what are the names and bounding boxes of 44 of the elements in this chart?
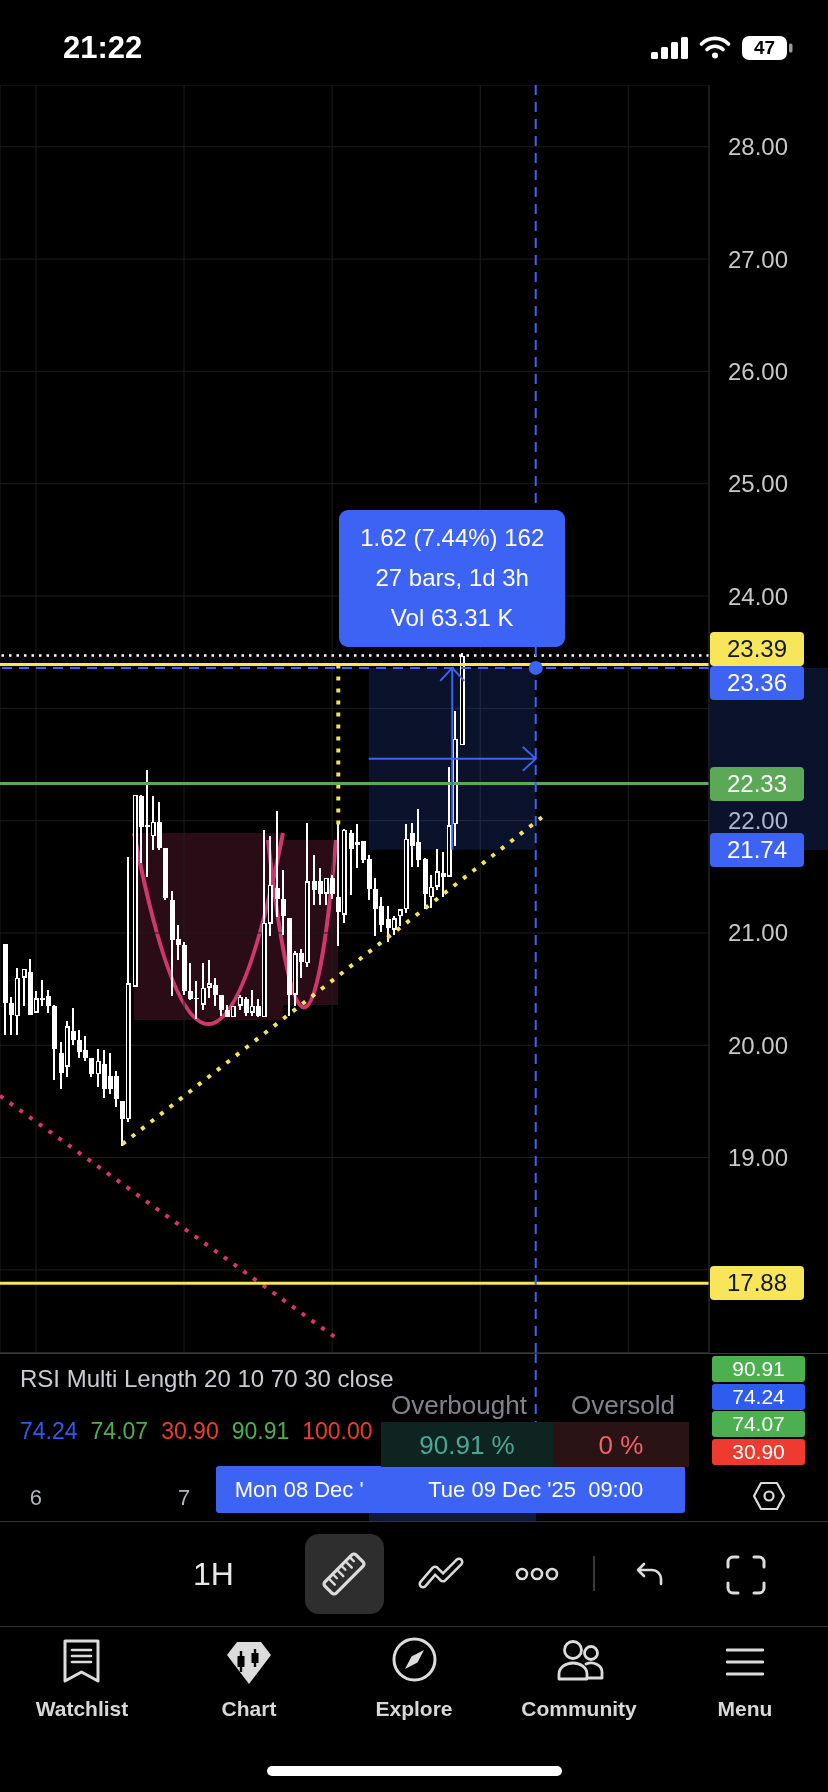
price-tag: 23.36 — [710, 666, 804, 701]
text: 100.00 — [302, 1418, 373, 1444]
text: 90.91 — [231, 1418, 290, 1444]
text: 90.91 % — [418, 1430, 516, 1460]
value-tag: 90.91 — [712, 1356, 805, 1382]
text: Explore — [374, 1697, 454, 1720]
annotation: 1.62 (7.44%) 162 — [360, 523, 545, 554]
y-tick-label: 26.00 — [727, 357, 789, 385]
text: Community — [520, 1697, 638, 1720]
price-tag: 23.39 — [710, 632, 804, 667]
text: Mon 08 Dec ' — [234, 1476, 364, 1504]
y-tick-label: 28.00 — [727, 133, 789, 161]
annotation: Vol 63.31 K — [390, 603, 514, 634]
y-tick-label: 24.00 — [727, 582, 789, 610]
price-tag: 22.33 — [710, 766, 804, 801]
text: 74.07 — [90, 1418, 149, 1444]
price-tag: 17.88 — [710, 1266, 804, 1301]
text: Menu — [716, 1697, 774, 1720]
value-tag: 74.07 — [712, 1411, 805, 1437]
y-tick-label: 27.00 — [727, 245, 789, 273]
text: 47 — [742, 36, 787, 60]
info-box: 1.62 (7.44%) 162 27 bars, 1d 3h Vol 63.31 K — [339, 509, 566, 647]
text: Watchlist — [34, 1697, 130, 1720]
text: Oversold — [571, 1390, 676, 1420]
y-tick-label: 20.00 — [727, 1031, 789, 1059]
text: 30.90 — [161, 1418, 219, 1444]
y-tick-label: 22.00 — [727, 807, 789, 835]
text: RSI Multi Length 20 10 70 30 close — [20, 1365, 394, 1392]
price-tag: 21.74 — [710, 832, 804, 867]
text: 0 % — [597, 1430, 645, 1460]
y-tick-label: 25.00 — [727, 470, 789, 498]
ref-line-label: Tue 09 Dec '25 09:00 — [427, 1476, 645, 1504]
text: Overbought — [391, 1390, 527, 1420]
y-tick-label: 21.00 — [727, 919, 789, 947]
x-tick-label: 6 — [29, 1484, 43, 1510]
text: Chart — [220, 1697, 278, 1720]
x-tick-label: 7 — [177, 1484, 191, 1510]
text: 21:22 — [63, 30, 143, 65]
value-tag: 30.90 — [712, 1438, 805, 1465]
value-tag: 74.24 — [712, 1383, 805, 1410]
text: 74.24 — [20, 1418, 78, 1444]
y-tick-label: 19.00 — [727, 1144, 789, 1172]
text: 1H — [193, 1556, 234, 1592]
annotation: 27 bars, 1d 3h — [375, 563, 529, 594]
